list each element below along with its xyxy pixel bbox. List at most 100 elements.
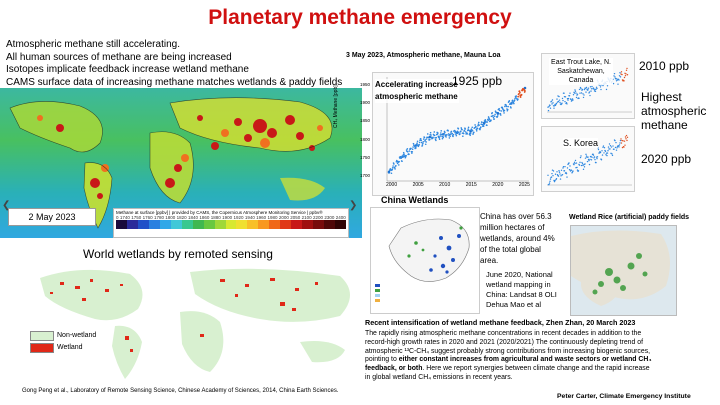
seasonal-point bbox=[471, 129, 474, 132]
korea-plot bbox=[547, 134, 632, 186]
station-point bbox=[595, 86, 598, 88]
station-point bbox=[626, 136, 629, 139]
seasonal-point bbox=[404, 154, 406, 157]
china-wetlands-map bbox=[370, 207, 480, 314]
station-point bbox=[564, 96, 567, 98]
station-point bbox=[625, 69, 628, 72]
station-point bbox=[582, 93, 584, 95]
station-point bbox=[589, 94, 591, 97]
station-point bbox=[549, 178, 552, 180]
legend-tick: 2000 bbox=[278, 215, 289, 220]
world-wetlands-map bbox=[20, 264, 365, 382]
seasonal-point bbox=[402, 151, 405, 154]
seasonal-point bbox=[499, 114, 502, 116]
station-point bbox=[603, 147, 606, 149]
station-point bbox=[574, 90, 577, 92]
x-tick: 2020 bbox=[492, 182, 504, 188]
station-point bbox=[623, 140, 626, 142]
station-point bbox=[554, 179, 556, 182]
seasonal-point bbox=[410, 147, 412, 150]
station-point bbox=[575, 92, 577, 94]
station-point bbox=[622, 140, 624, 142]
seasonal-point bbox=[405, 149, 408, 151]
station-point bbox=[620, 142, 623, 144]
seasonal-point bbox=[466, 133, 469, 135]
station-point bbox=[614, 146, 617, 149]
map-next-arrow[interactable]: ❯ bbox=[349, 200, 358, 211]
seasonal-point bbox=[495, 111, 498, 114]
seasonal-point bbox=[475, 130, 478, 132]
station-point bbox=[574, 159, 577, 162]
recent-point bbox=[518, 90, 521, 93]
station-point bbox=[626, 67, 628, 70]
seasonal-point bbox=[499, 112, 502, 115]
station-point bbox=[564, 100, 566, 103]
station-point bbox=[552, 105, 555, 107]
station-point bbox=[573, 161, 576, 164]
seasonal-point bbox=[421, 144, 424, 146]
station-point bbox=[615, 141, 617, 144]
intro-line: Atmospheric methane still accelerating. bbox=[6, 39, 180, 50]
feedback-text-bold: either constant increases from agricultu… bbox=[365, 356, 652, 373]
station-point bbox=[551, 169, 554, 171]
seasonal-point bbox=[415, 143, 418, 146]
seasonal-point bbox=[459, 133, 461, 135]
seasonal-point bbox=[505, 104, 507, 107]
seasonal-point bbox=[406, 150, 409, 153]
station-point bbox=[569, 92, 571, 94]
seasonal-point bbox=[483, 123, 485, 126]
data-point bbox=[523, 86, 527, 90]
cams-date-label: 2 May 2023 bbox=[8, 208, 96, 226]
intro-text: Atmospheric methane still accelerating. … bbox=[6, 39, 356, 89]
station-point bbox=[569, 165, 571, 167]
seasonal-point bbox=[439, 134, 442, 136]
seasonal-point bbox=[461, 128, 463, 131]
station-point bbox=[611, 153, 613, 155]
station-point bbox=[570, 169, 573, 171]
station-point bbox=[603, 152, 605, 154]
seasonal-point bbox=[497, 113, 499, 116]
seasonal-point bbox=[439, 135, 441, 138]
seasonal-point bbox=[433, 134, 436, 137]
station-point bbox=[626, 139, 628, 142]
legend-color-swatch bbox=[148, 220, 160, 229]
seasonal-point bbox=[494, 113, 496, 116]
seasonal-point bbox=[477, 125, 479, 127]
station-point bbox=[600, 159, 603, 161]
legend-item-non-wetland: Non-wetland bbox=[30, 330, 96, 342]
legend-color-swatch bbox=[280, 220, 292, 229]
seasonal-point bbox=[394, 168, 396, 170]
station-point bbox=[588, 163, 591, 166]
station-point bbox=[621, 146, 624, 149]
station-point bbox=[590, 88, 593, 90]
station-point bbox=[582, 168, 585, 171]
seasonal-point bbox=[493, 118, 496, 120]
station-point bbox=[613, 75, 615, 77]
recent-point bbox=[519, 91, 521, 94]
seasonal-point bbox=[475, 128, 478, 131]
seasonal-point bbox=[460, 130, 462, 132]
station-point bbox=[602, 146, 604, 148]
station-point bbox=[581, 161, 583, 164]
station-point bbox=[559, 178, 562, 180]
station-point bbox=[599, 86, 602, 88]
station-point bbox=[616, 147, 618, 149]
wetlands-heading: World wetlands by remoted sensing bbox=[83, 247, 273, 261]
station-point bbox=[547, 109, 550, 112]
seasonal-point bbox=[447, 130, 449, 132]
station-point bbox=[618, 75, 621, 77]
seasonal-point bbox=[425, 141, 427, 143]
seasonal-point bbox=[506, 108, 509, 111]
seasonal-point bbox=[446, 134, 448, 136]
station-point bbox=[612, 145, 614, 147]
seasonal-point bbox=[511, 99, 514, 102]
map-prev-arrow[interactable]: ❮ bbox=[2, 200, 11, 211]
seasonal-point bbox=[513, 102, 515, 105]
seasonal-point bbox=[460, 127, 463, 129]
station-point bbox=[577, 170, 580, 172]
china-mapping-text: June 2020, National wetland mapping in C… bbox=[486, 270, 557, 309]
station-point bbox=[605, 154, 607, 156]
legend-swatch-non-wetland bbox=[30, 331, 54, 341]
station-point bbox=[547, 174, 549, 176]
seasonal-point bbox=[468, 129, 470, 132]
